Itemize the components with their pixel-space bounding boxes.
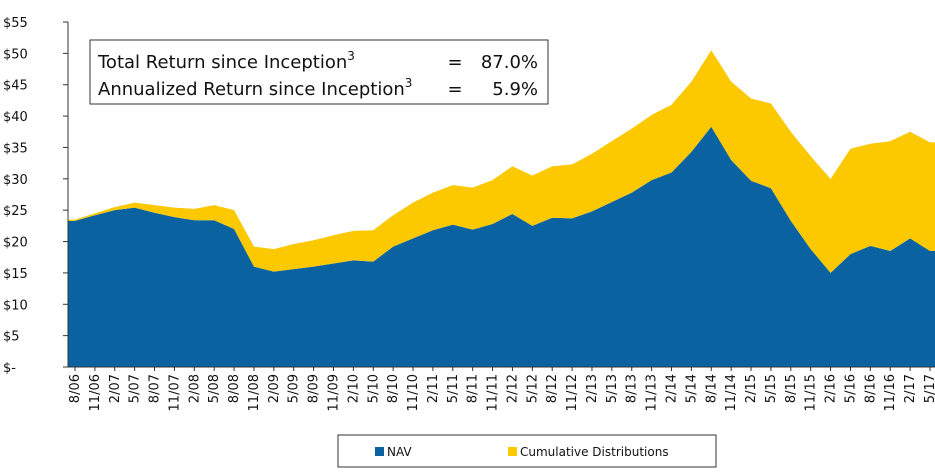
y-tick-label: $25	[3, 204, 28, 219]
area	[68, 126, 935, 367]
x-tick-label: 8/06	[68, 374, 83, 403]
x-tick-label: 8/11	[466, 374, 481, 403]
x-tick-label: 11/07	[167, 374, 182, 411]
legend-label: Cumulative Distributions	[520, 445, 669, 459]
x-tick-label: 2/15	[744, 374, 759, 403]
x-tick-label: 11/08	[247, 374, 262, 411]
x-tick-label: 5/09	[287, 374, 302, 403]
x-tick-label: 2/09	[267, 374, 282, 403]
y-tick-label: $10	[3, 298, 28, 313]
x-tick-label: 11/15	[804, 374, 819, 411]
y-tick-label: $40	[3, 110, 28, 125]
x-tick-label: 2/16	[824, 374, 839, 403]
x-tick-label: 2/08	[187, 374, 202, 403]
y-tick-label: $5	[3, 330, 20, 345]
x-tick-label: 8/13	[625, 374, 640, 403]
y-tick-label: $55	[3, 16, 28, 31]
legend-label: NAV	[387, 445, 412, 459]
x-tick-label: 5/16	[843, 374, 858, 403]
plot-area	[68, 50, 935, 367]
x-tick-label: 11/13	[645, 374, 660, 411]
x-tick-label: 5/10	[366, 374, 381, 403]
x-tick-label: 5/14	[684, 374, 699, 403]
x-tick-label: 2/13	[585, 374, 600, 403]
y-tick-label: $15	[3, 267, 28, 282]
x-tick-label: 11/16	[883, 374, 898, 411]
y-tick-label: $30	[3, 173, 28, 188]
annotation-operator: =	[447, 79, 462, 100]
annotation-operator: =	[447, 52, 462, 73]
area	[68, 50, 935, 273]
annotation-value: 87.0%	[481, 52, 538, 73]
annotation-superscript: 3	[347, 49, 355, 63]
x-tick-label: 5/15	[764, 374, 779, 403]
y-tick-label: $35	[3, 141, 28, 156]
x-tick-label: 8/14	[704, 374, 719, 403]
y-tick-label: $45	[3, 79, 28, 94]
annotation: Total Return since Inception3	[97, 49, 355, 73]
x-tick-label: 11/12	[565, 374, 580, 411]
x-tick-label: 11/10	[406, 374, 421, 411]
x-tick-label: 11/11	[486, 374, 501, 411]
annotation-box	[89, 39, 549, 105]
x-tick-label: 5/17	[923, 374, 935, 403]
annotation-value: 5.9%	[492, 79, 538, 100]
y-tick-label: $20	[3, 236, 28, 251]
x-tick-label: 2/17	[903, 374, 918, 403]
x-tick-label: 8/12	[545, 374, 560, 403]
x-tick-label: 5/13	[605, 374, 620, 403]
legend: NAV Cumulative Distributions	[375, 445, 669, 459]
x-tick-label: 11/06	[88, 374, 103, 411]
x-tick-label: 8/10	[386, 374, 401, 403]
annotation-superscript: 3	[405, 76, 413, 90]
annotation-label: Annualized Return since Inception	[98, 79, 405, 100]
x-tick-label: 8/09	[307, 374, 322, 403]
x-tick-label: 5/11	[446, 374, 461, 403]
x-tick-label: 8/07	[148, 374, 163, 403]
legend-swatch	[508, 447, 517, 456]
x-tick-label: 5/07	[128, 374, 143, 403]
x-tick-label: 5/12	[525, 374, 540, 403]
x-tick-label: 8/16	[863, 374, 878, 403]
legend-swatch	[375, 447, 384, 456]
x-tick-label: 11/14	[724, 374, 739, 411]
y-tick-label: $-	[3, 361, 16, 376]
x-tick-label: 8/08	[227, 374, 242, 403]
x-tick-label: 2/11	[426, 374, 441, 403]
x-tick-label: 2/10	[346, 374, 361, 403]
x-tick-label: 2/07	[108, 374, 123, 403]
annotation-label: Total Return since Inception	[97, 52, 347, 73]
x-tick-label: 11/09	[326, 374, 341, 411]
x-tick-label: 2/14	[665, 374, 680, 403]
x-tick-label: 2/12	[505, 374, 520, 403]
x-tick-label: 5/08	[207, 374, 222, 403]
y-tick-label: $50	[3, 47, 28, 62]
x-tick-label: 8/15	[784, 374, 799, 403]
legend-box	[337, 434, 717, 468]
annotation: Annualized Return since Inception3	[98, 76, 412, 100]
